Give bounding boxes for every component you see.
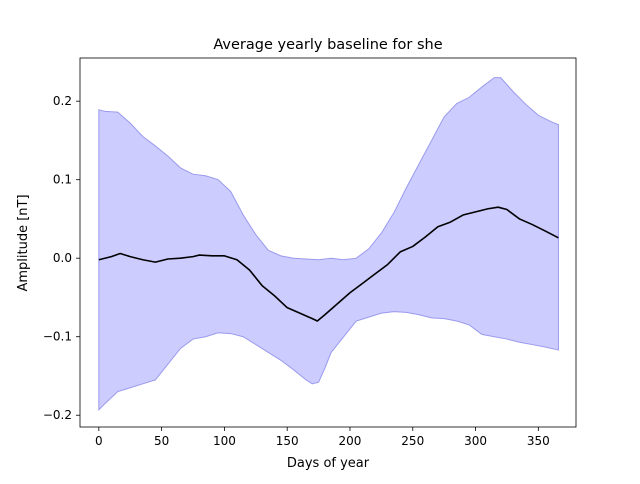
x-axis-ticks: 0 50 100 150 200 250 300 350 bbox=[95, 427, 550, 448]
y-axis-ticks: −0.2 −0.1 0.0 0.1 0.2 bbox=[43, 94, 80, 422]
chart-title: Average yearly baseline for she bbox=[213, 37, 442, 53]
x-tick-label: 200 bbox=[339, 434, 362, 448]
x-tick-label: 50 bbox=[154, 434, 169, 448]
y-tick-label: −0.1 bbox=[43, 330, 72, 344]
x-tick-label: 300 bbox=[464, 434, 487, 448]
band-area bbox=[98, 77, 559, 411]
y-tick-label: −0.2 bbox=[43, 408, 72, 422]
x-tick-label: 0 bbox=[95, 434, 103, 448]
x-tick-label: 250 bbox=[401, 434, 424, 448]
plot-area bbox=[98, 77, 559, 411]
y-tick-label: 0.0 bbox=[53, 251, 72, 265]
x-tick-label: 100 bbox=[213, 434, 236, 448]
x-tick-label: 350 bbox=[527, 434, 550, 448]
y-tick-label: 0.1 bbox=[53, 173, 72, 187]
x-tick-label: 150 bbox=[276, 434, 299, 448]
axes-frame bbox=[79, 57, 577, 428]
y-tick-label: 0.2 bbox=[53, 94, 72, 108]
x-axis-label: Days of year bbox=[287, 456, 370, 471]
mean-line bbox=[98, 206, 559, 322]
y-axis-label: Amplitude [nT] bbox=[16, 194, 31, 291]
